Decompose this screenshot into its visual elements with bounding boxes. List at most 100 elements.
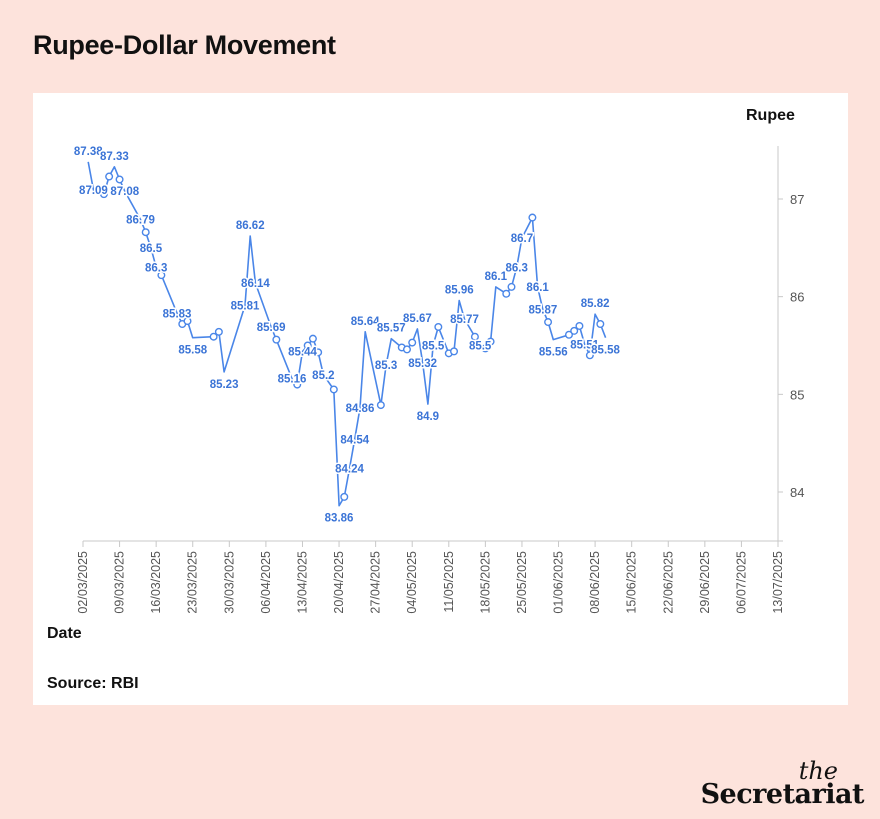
data-point <box>214 327 223 336</box>
brand-prefix: the <box>798 757 838 785</box>
x-tick-label: 11/05/2025 <box>442 551 456 613</box>
data-label: 85.87 <box>528 304 557 316</box>
data-point <box>376 401 385 410</box>
data-label: 85.3 <box>375 360 397 372</box>
line-chart: 84 85 86 87 02/03/2025 09/03/2025 16/03/2025 23… <box>72 144 804 614</box>
x-tick-label: 15/06/2025 <box>625 551 639 614</box>
data-label: 85.58 <box>591 345 620 357</box>
x-tick-label: 06/07/2025 <box>734 551 748 614</box>
data-label: 85.56 <box>539 347 568 359</box>
data-point <box>450 347 459 356</box>
data-point <box>434 322 443 331</box>
data-point <box>470 332 479 341</box>
data-label: 85.96 <box>445 285 474 297</box>
data-point <box>99 190 108 199</box>
y-tick-label: 86 <box>790 290 804 305</box>
data-point <box>486 337 495 346</box>
x-axis-label: Date <box>47 625 82 642</box>
brand-logo: the Secretariat <box>664 757 865 810</box>
data-label: 85.77 <box>450 314 479 326</box>
x-tick-label: 13/04/2025 <box>295 551 309 614</box>
data-label: 85.2 <box>312 370 334 382</box>
data-points <box>99 172 605 501</box>
x-tick-label: 22/06/2025 <box>661 551 675 614</box>
data-point <box>105 172 114 181</box>
data-label: 85.57 <box>377 323 406 335</box>
data-point <box>209 332 218 341</box>
data-label: 85.5 <box>422 341 445 353</box>
data-label: 85.83 <box>163 308 192 320</box>
series-path <box>87 161 607 507</box>
x-tick-label: 04/05/2025 <box>405 551 419 614</box>
data-point <box>596 320 605 329</box>
x-tick-label: 25/05/2025 <box>515 551 529 614</box>
y-tick-label: 84 <box>790 485 804 500</box>
data-point <box>115 175 124 184</box>
data-label: 87.33 <box>100 151 129 163</box>
data-label: 85.51 <box>570 340 599 352</box>
axes: 84 85 86 87 02/03/2025 09/03/2025 16/03/2025 23… <box>76 146 804 614</box>
x-tick-label: 02/03/2025 <box>76 551 90 614</box>
data-label: 86.14 <box>241 278 270 290</box>
data-point <box>308 334 317 343</box>
data-labels: 87.38 87.09 87.33 87.08 86.79 86.5 86.3 85.83 85… <box>72 144 622 526</box>
data-point <box>570 326 579 335</box>
data-label: 86.3 <box>145 262 167 274</box>
chart-card: 84 85 86 87 02/03/2025 09/03/2025 16/03/2025 23… <box>33 93 848 705</box>
data-label: 84.86 <box>346 403 375 415</box>
data-label: 85.67 <box>403 313 432 325</box>
data-label: 85.23 <box>210 379 239 391</box>
data-point <box>408 338 417 347</box>
x-tick-label: 06/04/2025 <box>259 551 273 614</box>
y-tick-label: 85 <box>790 387 804 402</box>
data-label: 87.08 <box>110 186 139 198</box>
data-label: 85.58 <box>178 345 207 357</box>
data-point <box>575 321 584 330</box>
data-label: 83.86 <box>325 513 354 525</box>
data-point <box>402 345 411 354</box>
data-label: 86.7 <box>511 233 533 245</box>
data-label: 87.09 <box>79 185 108 197</box>
data-label: 86.79 <box>126 215 155 227</box>
data-label: 86.3 <box>506 262 528 274</box>
data-label: 84.24 <box>335 464 364 476</box>
data-label: 84.54 <box>340 434 369 446</box>
x-tick-label: 16/03/2025 <box>149 551 163 614</box>
data-point <box>141 228 150 237</box>
data-point <box>544 318 553 327</box>
data-label: 85.16 <box>278 374 307 386</box>
x-tick-label: 23/03/2025 <box>186 551 200 614</box>
data-label: 85.69 <box>257 322 286 334</box>
x-tick-label: 30/03/2025 <box>222 551 236 614</box>
series-line <box>87 161 607 507</box>
data-point <box>564 330 573 339</box>
data-label: 85.82 <box>581 298 610 310</box>
x-tick-label: 20/04/2025 <box>332 551 346 614</box>
page-title: Rupee-Dollar Movement <box>33 30 336 60</box>
x-tick-label: 18/05/2025 <box>478 551 492 614</box>
data-label: 85.64 <box>351 316 380 328</box>
data-point <box>502 289 511 298</box>
data-point <box>507 282 516 291</box>
data-label: 85.81 <box>231 300 260 312</box>
data-point <box>157 271 166 280</box>
source-note: Source: RBI <box>47 675 139 692</box>
brand-name: Secretariat <box>700 779 865 810</box>
data-label: 84.9 <box>417 411 439 423</box>
data-point <box>340 492 349 501</box>
x-tick-label: 01/06/2025 <box>552 551 566 614</box>
data-label: 87.38 <box>74 146 103 158</box>
data-label: 86.1 <box>485 271 508 283</box>
x-tick-label: 29/06/2025 <box>698 551 712 614</box>
x-tick-label: 13/07/2025 <box>771 551 785 614</box>
data-label: 85.32 <box>408 358 437 370</box>
data-point <box>303 341 312 350</box>
data-point <box>528 213 537 222</box>
data-point <box>293 380 302 389</box>
data-point <box>183 317 192 326</box>
data-point <box>272 335 281 344</box>
data-label: 86.62 <box>236 220 265 232</box>
x-tick-label: 09/03/2025 <box>113 551 127 614</box>
data-point <box>585 351 594 360</box>
data-point <box>481 344 490 353</box>
